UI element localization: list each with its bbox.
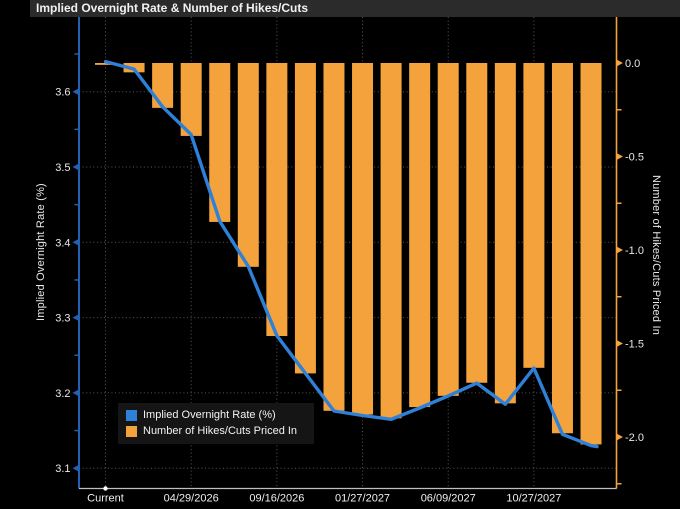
line-series-implied-rate [103, 59, 599, 449]
left-axis-tick-label: 3.2 [55, 388, 70, 400]
left-axis-tick-label: 3.1 [55, 463, 70, 475]
legend-label-implied-rate: Implied Overnight Rate (%) [143, 409, 276, 421]
bar-hikes-cuts[interactable] [323, 63, 345, 411]
current-date-marker-dot [103, 486, 108, 491]
bar-hikes-cuts[interactable] [494, 63, 516, 404]
x-axis-tick-label: Current [87, 493, 124, 505]
chart-title-bar: Implied Overnight Rate & Number of Hikes… [30, 0, 680, 17]
left-axis-title: Implied Overnight Rate (%) [35, 183, 47, 321]
legend-swatch-blue [126, 409, 137, 421]
chart-title: Implied Overnight Rate & Number of Hikes… [36, 1, 309, 15]
left-axis-tick-arrow [72, 464, 79, 472]
right-axis-tick-label: -0.5 [625, 152, 644, 164]
right-axis-tick-label: 0.0 [625, 58, 640, 70]
left-axis-tick-label: 3.4 [55, 237, 70, 249]
left-axis-tick-arrow [72, 163, 79, 171]
left-axis-tick-label: 3.6 [55, 87, 70, 99]
legend-item-hikes-cuts[interactable]: Number of Hikes/Cuts Priced In [126, 423, 308, 439]
x-axis-tick-label: 09/16/2026 [249, 493, 304, 505]
bar-hikes-cuts[interactable] [551, 63, 573, 434]
bar-hikes-cuts[interactable] [152, 63, 174, 108]
bar-hikes-cuts[interactable] [180, 63, 202, 136]
right-axis-title: Number of Hikes/Cuts Priced In [650, 175, 662, 335]
bar-hikes-cuts[interactable] [580, 63, 602, 445]
right-axis-tick-label: -2.0 [625, 432, 644, 444]
right-axis-tick-arrow [616, 59, 623, 67]
right-axis-tick-arrow [616, 153, 623, 160]
left-axis-tick-arrow [72, 88, 79, 96]
right-axis-tick-arrow [616, 340, 623, 347]
bar-hikes-cuts[interactable] [437, 63, 459, 396]
x-axis-tick-label: 10/27/2027 [506, 493, 561, 505]
axes: 3.6 3.5 3.4 3.3 3.2 3.1 0.0 -0.5 -1.0 -1.5 -2.0 Cur… [55, 17, 644, 505]
bar-hikes-cuts[interactable] [237, 63, 259, 267]
left-axis-tick-arrow [72, 389, 79, 397]
left-axis-tick-label: 3.3 [55, 313, 70, 325]
bar-hikes-cuts[interactable] [352, 63, 374, 415]
x-axis-tick-label: 06/09/2027 [421, 493, 476, 505]
bar-hikes-cuts[interactable] [95, 63, 116, 65]
legend-label-hikes-cuts: Number of Hikes/Cuts Priced In [143, 425, 298, 437]
legend-item-implied-rate[interactable]: Implied Overnight Rate (%) [126, 407, 308, 423]
right-axis-tick-arrow [616, 246, 623, 254]
bar-hikes-cuts[interactable] [294, 63, 316, 374]
bar-hikes-cuts[interactable] [380, 63, 402, 419]
x-axis-tick-label: 01/27/2027 [335, 493, 390, 505]
implied-rate-line[interactable] [103, 59, 599, 449]
bar-hikes-cuts[interactable] [266, 63, 288, 337]
right-axis-tick-label: -1.0 [625, 245, 644, 257]
chart-legend: Implied Overnight Rate (%) Number of Hik… [118, 403, 314, 444]
x-axis-tick-label: 04/29/2026 [164, 493, 219, 505]
bar-hikes-cuts[interactable] [523, 63, 545, 368]
bar-hikes-cuts[interactable] [209, 63, 231, 222]
right-axis-tick-label: -1.5 [625, 339, 644, 351]
left-axis-tick-label: 3.5 [55, 162, 70, 174]
legend-swatch-orange [126, 425, 137, 437]
left-axis-tick-arrow [72, 238, 79, 246]
right-axis-tick-arrow [616, 433, 623, 441]
bar-series-hikes-cuts [95, 63, 602, 445]
left-axis-tick-arrow [72, 314, 79, 322]
bar-hikes-cuts[interactable] [466, 63, 488, 383]
bar-hikes-cuts[interactable] [409, 63, 431, 408]
